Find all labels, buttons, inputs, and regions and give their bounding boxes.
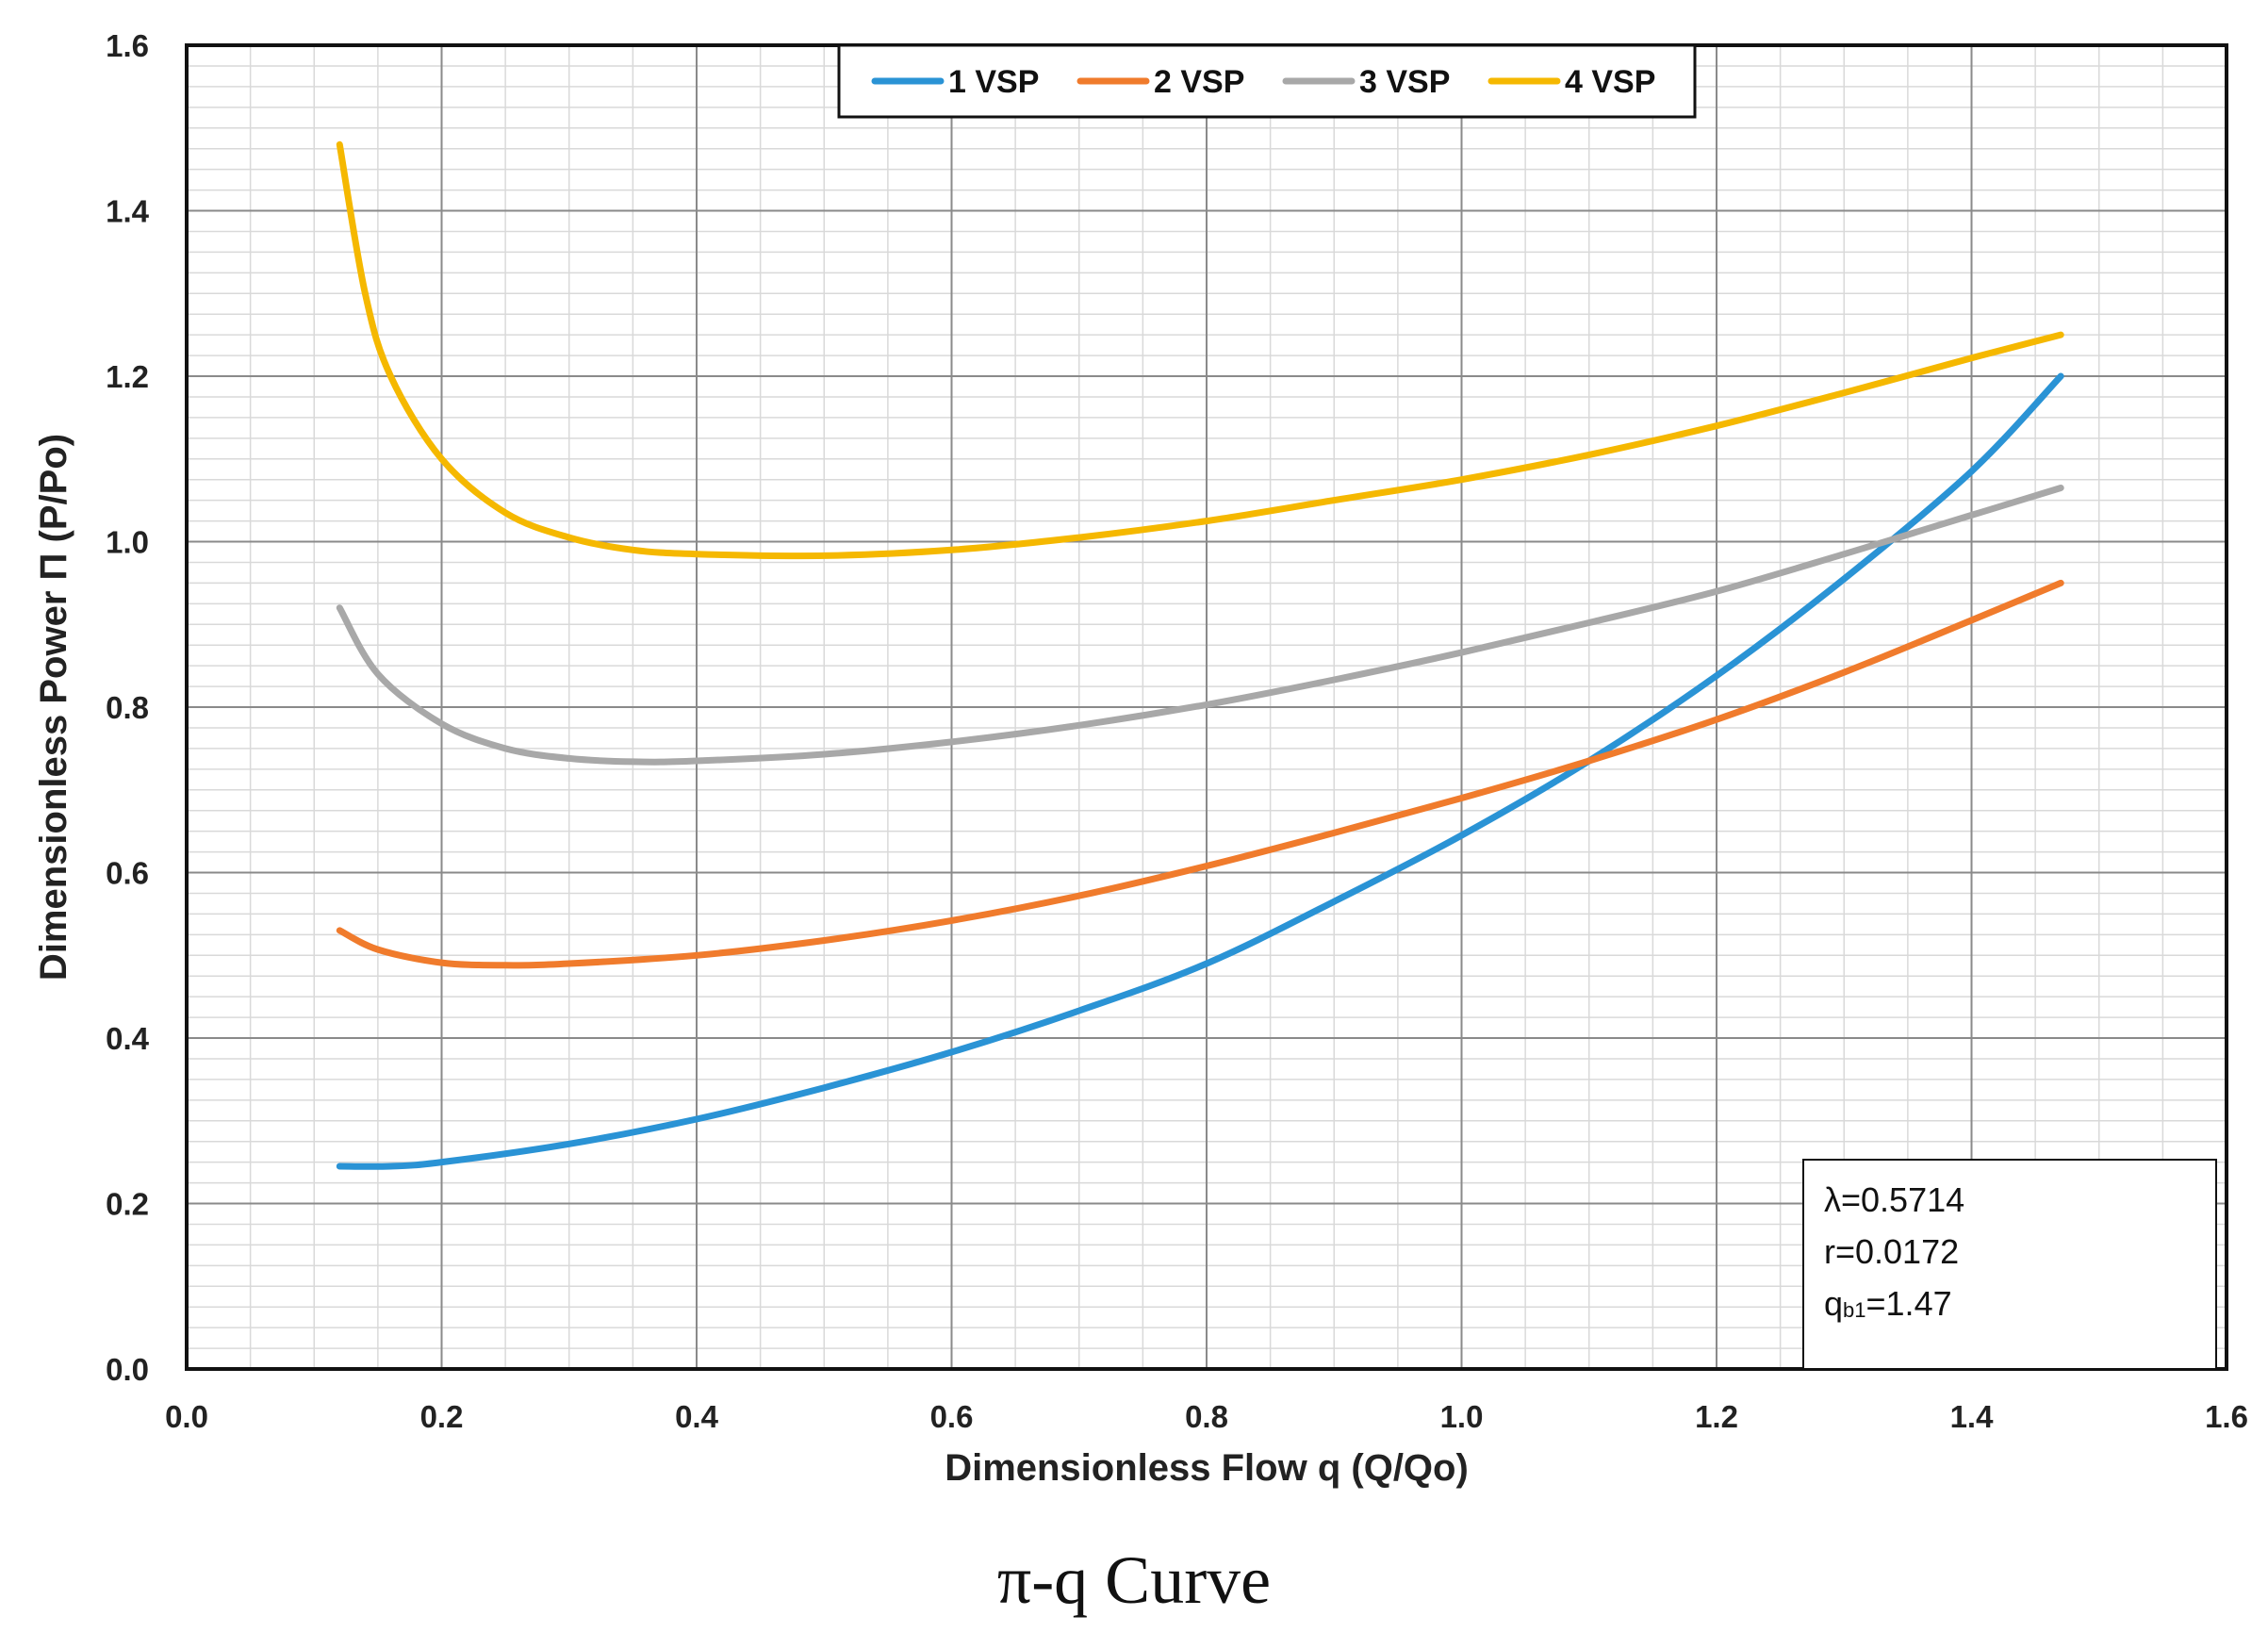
x-tick-label: 0.4	[675, 1399, 719, 1434]
series-line-4-vsp	[336, 140, 2064, 560]
y-axis-title: Dimensionless Power Π (P/Po)	[33, 434, 74, 981]
x-tick-label: 0.6	[930, 1399, 974, 1434]
legend-label-4-vsp: 4 VSP	[1565, 64, 1655, 100]
legend: 1 VSP 2 VSP 3 VSP 4 VSP	[837, 43, 1697, 119]
x-tick-label: 0.2	[420, 1399, 464, 1434]
figure-caption: π-q Curve	[997, 1542, 1271, 1618]
y-tick-label: 1.2	[106, 359, 149, 394]
series-line-2-vsp	[336, 579, 2064, 969]
legend-label-3-vsp: 3 VSP	[1359, 64, 1450, 100]
series-lines	[336, 140, 2064, 1170]
qb1-label: qb1=1.47	[1824, 1284, 1952, 1323]
y-tick-label: 1.0	[106, 525, 149, 560]
legend-label-2-vsp: 2 VSP	[1154, 64, 1244, 100]
x-tick-label: 1.2	[1695, 1399, 1738, 1434]
lambda-label: λ=0.5714	[1824, 1180, 1964, 1219]
legend-label-1-vsp: 1 VSP	[948, 64, 1039, 100]
series-line-1-vsp	[336, 372, 2064, 1170]
y-tick-label: 0.6	[106, 856, 149, 891]
y-tick-label: 1.4	[106, 194, 150, 229]
parameters-box: λ=0.5714 r=0.0172 qb1=1.47	[1802, 1159, 2217, 1370]
y-tick-label: 0.0	[106, 1352, 149, 1387]
y-tick-label: 0.2	[106, 1187, 149, 1222]
x-tick-label: 1.4	[1950, 1399, 1995, 1434]
x-axis-title: Dimensionless Flow q (Q/Qo)	[945, 1447, 1469, 1489]
x-tick-label: 0.8	[1185, 1399, 1228, 1434]
y-tick-label: 0.4	[106, 1021, 150, 1056]
parameters-box-frame	[1802, 1159, 2217, 1370]
y-axis-tick-labels: 0.0 0.2 0.4 0.6 0.8 1.0 1.2 1.4 1.6	[106, 28, 150, 1387]
x-tick-label: 0.0	[165, 1399, 208, 1434]
r-label: r=0.0172	[1824, 1232, 1959, 1271]
y-tick-label: 0.8	[106, 690, 149, 725]
x-tick-label: 1.0	[1440, 1399, 1484, 1434]
x-tick-label: 1.6	[2205, 1399, 2248, 1434]
y-tick-label: 1.6	[106, 28, 149, 63]
series-line-3-vsp	[336, 485, 2064, 766]
x-axis-tick-labels: 0.0 0.2 0.4 0.6 0.8 1.0 1.2 1.4 1.6	[165, 1399, 2248, 1434]
